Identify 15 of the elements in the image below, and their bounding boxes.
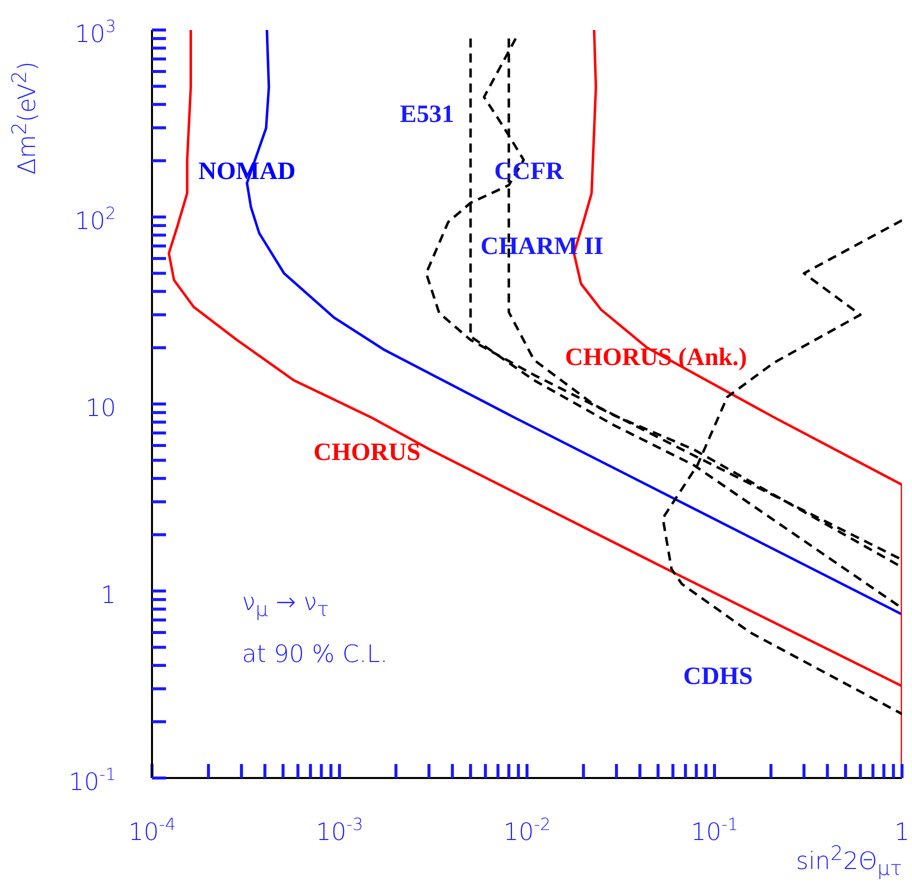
annotation: CDHS — [683, 663, 753, 691]
y-tick-label: 10$^{2}$ — [74, 203, 116, 235]
series-label: CHORUS (Ank.) — [565, 344, 747, 372]
y-tick-label: 10$^{3}$ — [74, 16, 116, 48]
x-tick-label: 10$^{-4}$ — [128, 814, 176, 846]
annotation: at 90 % C.L. — [242, 640, 388, 668]
annotation: E531 — [400, 101, 454, 129]
y-tick-label: 1 — [100, 581, 116, 609]
y-tick-label: 10 — [85, 394, 116, 422]
x-tick-label: 10$^{-3}$ — [316, 814, 364, 846]
x-tick-label: 10$^{-2}$ — [503, 814, 551, 846]
series-label: CHORUS — [314, 439, 420, 467]
y-tick-label: 10$^{-1}$ — [68, 764, 116, 796]
x-tick-label: 10$^{-1}$ — [690, 814, 738, 846]
annotation: ν$_{μ}$ → ν$_{τ}$ — [242, 588, 329, 621]
